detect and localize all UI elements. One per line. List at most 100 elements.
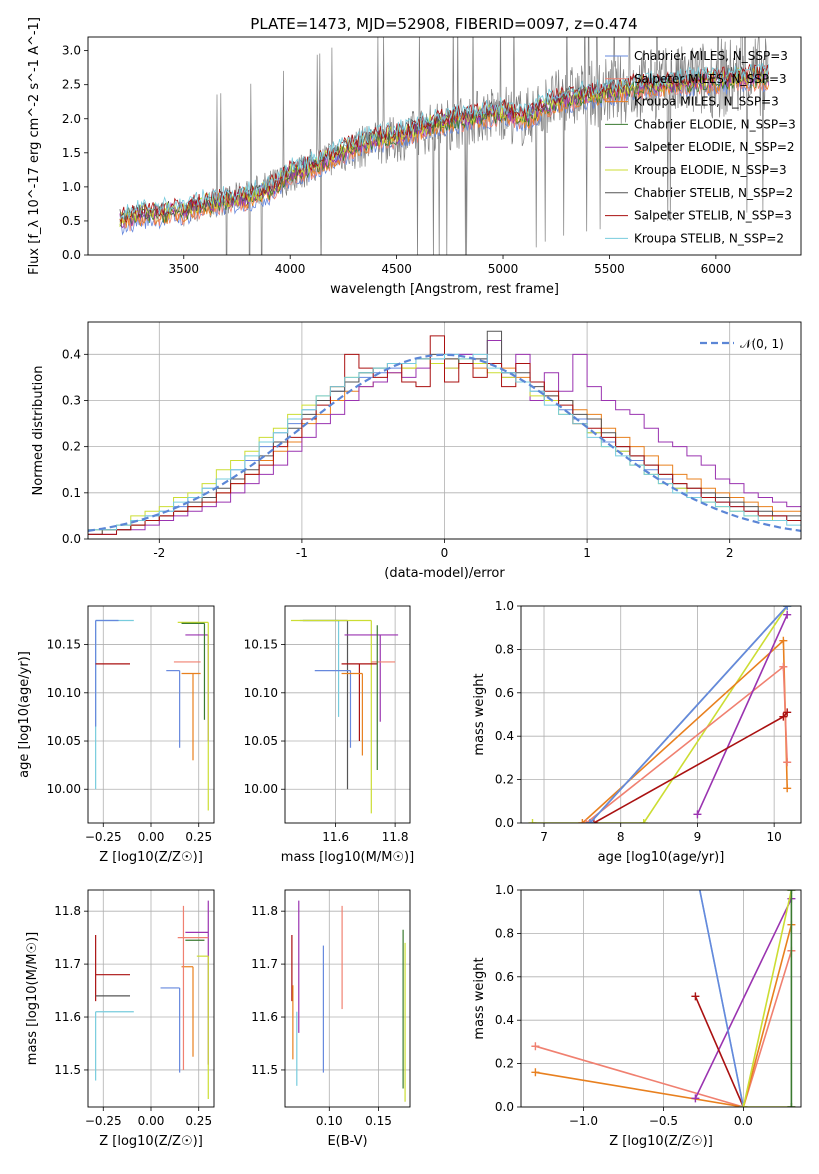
axes-frame: [284, 605, 411, 824]
x-tick-label: 11.6: [322, 830, 349, 844]
weight-marker: [582, 819, 591, 823]
panel-spectrum: 3500 4000 4500 5000 5500 6000 0.0 0.5 1.0 1.5 2.0 2…: [27, 17, 802, 297]
legend-entry: Chabrier ELODIE, N_SSP=3: [634, 117, 796, 131]
weight-marker: [578, 819, 587, 823]
y-tick-label: 0.2: [495, 773, 514, 787]
y-tick-label: 11.6: [251, 1010, 278, 1024]
weight-marker: [783, 708, 792, 717]
x-tick-label: 0.25: [185, 830, 212, 844]
y-tick-label: 11.7: [251, 957, 278, 971]
x-tick-label: 11.8: [382, 830, 409, 844]
plot-area: [95, 900, 209, 1100]
weight-marker: [779, 712, 788, 721]
y-tick-label: 0.1: [62, 486, 81, 500]
weight-marker: [783, 758, 792, 767]
x-tick-label: 0: [441, 546, 449, 560]
y-tick-label: 0.0: [62, 248, 81, 262]
weight-marker: [691, 864, 699, 872]
weight-line: [535, 924, 793, 1107]
panel-weight-vs-z: −1.0 −0.5 0.0 0.0 0.2 0.4 0.6 0.8 1.0 Z [log10(Z/…: [472, 864, 802, 1149]
y-tick-label: 1.5: [62, 146, 81, 160]
weight-marker: [531, 1068, 540, 1077]
model-spectrum-line: [119, 63, 769, 224]
x-axis-label: (data-model)/error: [384, 566, 505, 581]
legend-entry: 𝒩(0, 1): [740, 337, 784, 351]
x-tick-label: 8: [617, 830, 625, 844]
x-tick-label: -1: [296, 546, 308, 560]
weight-marker: [691, 992, 700, 1001]
y-tick-label: 0.6: [495, 970, 514, 984]
legend-entry: Kroupa MILES, N_SSP=3: [634, 95, 779, 109]
weight-line: [742, 890, 793, 1107]
axes-frame: [520, 605, 802, 824]
x-tick-label: 7: [540, 830, 548, 844]
y-tick-label: 2.5: [62, 78, 81, 92]
weight-marker: [528, 819, 537, 823]
weight-marker: [693, 810, 702, 819]
data-point: [177, 621, 209, 811]
y-tick-label: 10.15: [244, 638, 278, 652]
weight-marker: [783, 784, 792, 793]
weight-marker: [783, 606, 792, 610]
figure-title: PLATE=1473, MJD=52908, FIBERID=0097, z=0…: [250, 15, 637, 33]
y-tick-label: 11.6: [54, 1010, 81, 1024]
weight-marker: [691, 1094, 700, 1103]
y-tick-label: 0.6: [495, 686, 514, 700]
x-axis-label: Z [log10(Z/Z☉)]: [99, 1134, 203, 1149]
legend-entry: Chabrier STELIB, N_SSP=2: [634, 186, 793, 200]
y-tick-label: 11.7: [54, 957, 81, 971]
y-tick-label: 10.10: [244, 686, 278, 700]
plot-area: [119, 37, 769, 255]
y-tick-label: 10.15: [47, 638, 81, 652]
data-point: [95, 619, 119, 727]
axes-frame: [87, 605, 215, 824]
weight-marker: [783, 610, 792, 619]
weight-line: [589, 606, 788, 823]
y-tick-label: 0.8: [495, 926, 514, 940]
x-tick-label: 0.10: [316, 1114, 343, 1128]
y-tick-label: 0.2: [495, 1057, 514, 1071]
x-tick-label: 0.00: [138, 1114, 165, 1128]
weight-marker: [779, 662, 788, 671]
weight-marker: [691, 864, 699, 872]
y-tick-label: 0.3: [62, 393, 81, 407]
y-tick-label: 0.0: [495, 1100, 514, 1114]
x-axis-label: Z [log10(Z/Z☉)]: [99, 850, 203, 865]
x-tick-label: −0.25: [85, 1114, 122, 1128]
axes-frame: [520, 889, 802, 1108]
y-tick-label: 10.05: [244, 734, 278, 748]
weight-line: [585, 665, 788, 823]
x-axis-label: Z [log10(Z/Z☉)]: [609, 1134, 713, 1149]
y-axis-label: Flux [f_λ 10^-17 erg cm^-2 s^-1 A^-1]: [27, 17, 42, 275]
data-point: [95, 934, 130, 1002]
weight-marker: [531, 1042, 540, 1051]
data-point: [341, 672, 363, 756]
x-tick-label: 0.00: [138, 830, 165, 844]
y-axis-label: mass [log10(M/M☉)]: [25, 932, 40, 1065]
x-tick-label: −0.25: [85, 830, 122, 844]
x-tick-label: 6000: [701, 262, 732, 276]
x-tick-label: 4000: [275, 262, 306, 276]
x-tick-label: 0.25: [185, 1114, 212, 1128]
y-axis-label: Normed distribution: [31, 366, 46, 496]
y-tick-label: 0.5: [62, 214, 81, 228]
weight-line: [593, 711, 788, 823]
y-tick-label: 10.05: [47, 734, 81, 748]
plot-area: [528, 606, 792, 823]
plot-area: [531, 864, 796, 1107]
y-tick-label: 0.4: [495, 729, 514, 743]
panel-mass-vs-z: −0.25 0.00 0.25 11.5 11.6 11.7 11.8 Z [log10(Z/…: [25, 889, 215, 1149]
plot-area: [291, 900, 406, 1102]
data-point: [314, 670, 352, 748]
data-point: [185, 900, 209, 1065]
y-tick-label: 3.0: [62, 44, 81, 58]
y-tick-label: 11.5: [251, 1063, 278, 1077]
weight-line: [698, 890, 745, 1107]
y-tick-label: 0.8: [495, 642, 514, 656]
data-point: [95, 619, 134, 790]
x-tick-label: −1.0: [569, 1114, 598, 1128]
x-tick-label: −0.5: [649, 1114, 678, 1128]
data-point: [95, 1011, 134, 1081]
x-tick-label: 4500: [381, 262, 412, 276]
y-tick-label: 11.8: [251, 904, 278, 918]
